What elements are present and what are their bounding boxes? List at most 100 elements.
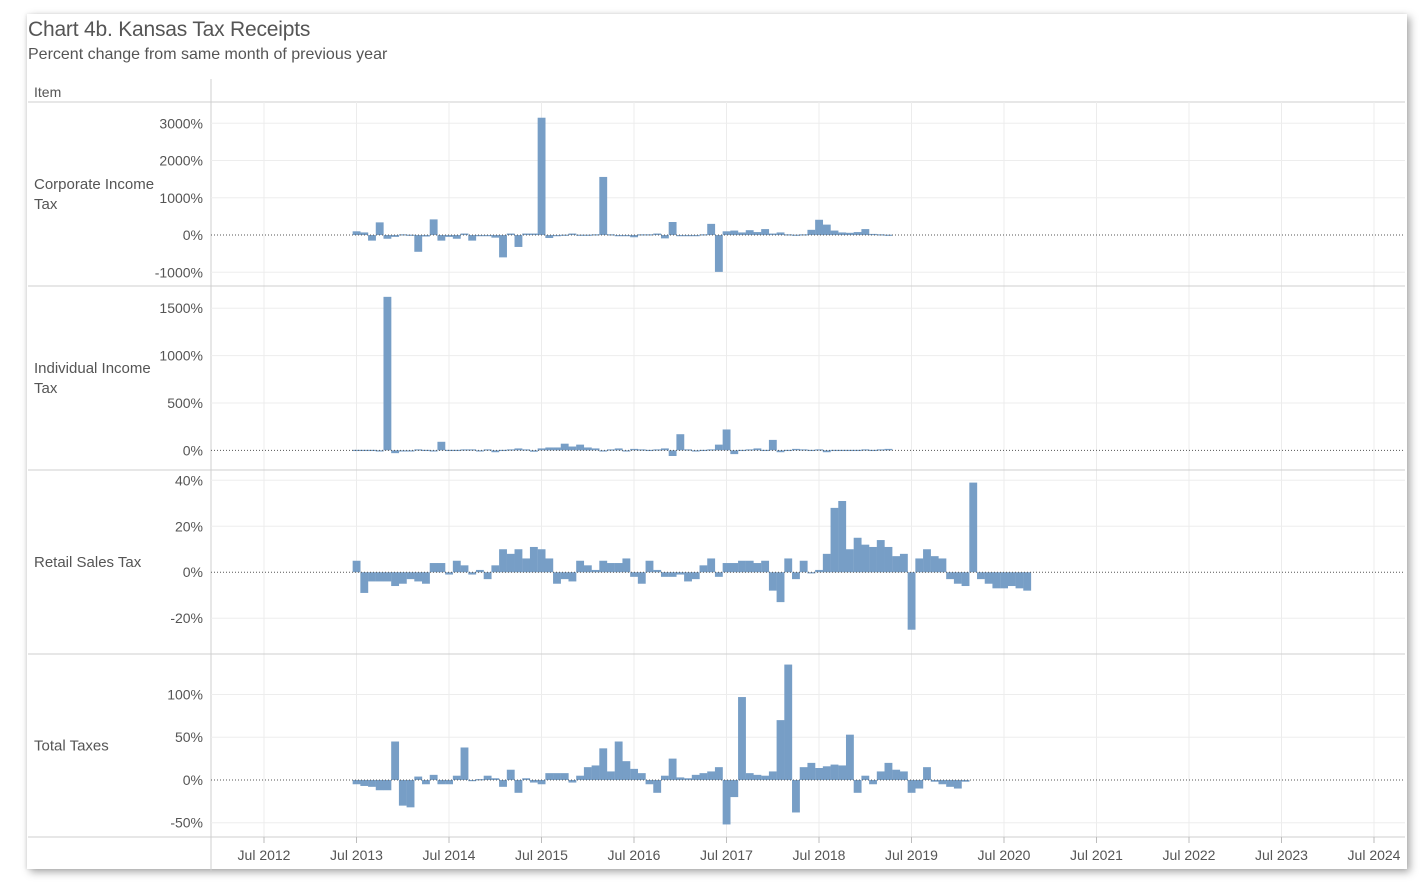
bar: [869, 449, 877, 452]
bar: [815, 569, 824, 573]
bar: [853, 779, 862, 793]
bar: [892, 769, 901, 780]
bar: [529, 546, 538, 573]
bar: [738, 697, 746, 780]
y-tick-label: 0%: [183, 227, 203, 243]
bar: [691, 235, 700, 237]
bar: [422, 449, 430, 452]
bar: [853, 537, 862, 573]
bar: [761, 560, 770, 573]
y-tick-label: -20%: [170, 610, 203, 626]
bar: [722, 779, 731, 825]
bar: [730, 779, 739, 798]
bar: [753, 448, 762, 451]
panel-label: Retail Sales Tax: [34, 554, 142, 571]
bar: [391, 235, 400, 237]
bar: [714, 444, 723, 451]
bar: [907, 779, 916, 793]
bar: [969, 482, 978, 573]
bar: [869, 546, 877, 573]
bar: [676, 434, 685, 451]
bar: [468, 572, 477, 575]
y-tick-label: 500%: [167, 395, 203, 411]
bar: [845, 449, 854, 452]
bar: [506, 233, 515, 236]
bar: [815, 449, 824, 451]
y-tick-label: -1000%: [155, 264, 203, 280]
bar: [475, 450, 484, 452]
bar: [768, 572, 777, 591]
bar: [499, 779, 507, 787]
bar: [499, 549, 507, 573]
bar: [707, 223, 716, 236]
bar: [722, 429, 731, 451]
bar: [553, 572, 561, 584]
bar: [599, 560, 608, 573]
bar: [422, 235, 430, 237]
bar: [437, 563, 446, 573]
bar: [660, 448, 669, 451]
bar: [506, 769, 515, 780]
bar: [845, 549, 854, 573]
y-tick-label: 3000%: [159, 115, 203, 131]
bar: [529, 779, 538, 783]
bar: [545, 558, 554, 573]
bar: [653, 449, 662, 451]
bar: [506, 553, 515, 573]
x-tick-label: Jul 2018: [793, 847, 846, 863]
bar: [583, 447, 592, 451]
bar: [1007, 572, 1016, 587]
bar: [876, 540, 885, 573]
y-tick-label: 0%: [183, 564, 203, 580]
bar: [645, 779, 654, 785]
bar: [992, 572, 1001, 589]
bar: [522, 778, 531, 780]
bar: [753, 232, 762, 236]
bar: [452, 560, 461, 573]
x-tick-label: Jul 2014: [423, 847, 476, 863]
bar: [599, 176, 608, 236]
bar: [707, 558, 716, 573]
bar: [815, 219, 824, 236]
y-tick-label: 1500%: [159, 300, 203, 316]
bar: [560, 234, 569, 236]
bar: [514, 448, 523, 451]
bar: [668, 222, 677, 236]
bar: [861, 775, 870, 780]
bar: [583, 565, 592, 573]
bar: [637, 449, 646, 451]
bar: [753, 774, 762, 780]
bar: [491, 450, 500, 453]
bar: [784, 449, 793, 452]
bar: [714, 767, 723, 780]
bar: [591, 765, 600, 780]
bar: [553, 447, 561, 451]
bar: [437, 779, 446, 785]
panel-label: Corporate Income Tax: [34, 176, 154, 213]
bar: [599, 748, 608, 780]
bar: [745, 230, 754, 236]
bar: [429, 450, 438, 452]
bar: [352, 779, 361, 785]
bar: [799, 234, 808, 236]
bar: [691, 450, 700, 452]
bar: [360, 232, 369, 236]
bar: [522, 558, 531, 573]
bar: [630, 235, 639, 238]
x-tick-label: Jul 2022: [1163, 847, 1216, 863]
y-tick-label: 20%: [175, 518, 203, 534]
bar: [514, 549, 523, 573]
bar: [691, 572, 700, 580]
bar: [545, 235, 554, 239]
bar: [568, 779, 577, 783]
bar: [1023, 572, 1032, 591]
bar: [838, 449, 847, 452]
bar: [930, 779, 939, 782]
bar: [437, 235, 446, 241]
bar: [529, 450, 538, 452]
bar: [799, 560, 808, 573]
bar: [429, 774, 438, 780]
bar: [822, 450, 831, 453]
bar: [776, 450, 785, 453]
